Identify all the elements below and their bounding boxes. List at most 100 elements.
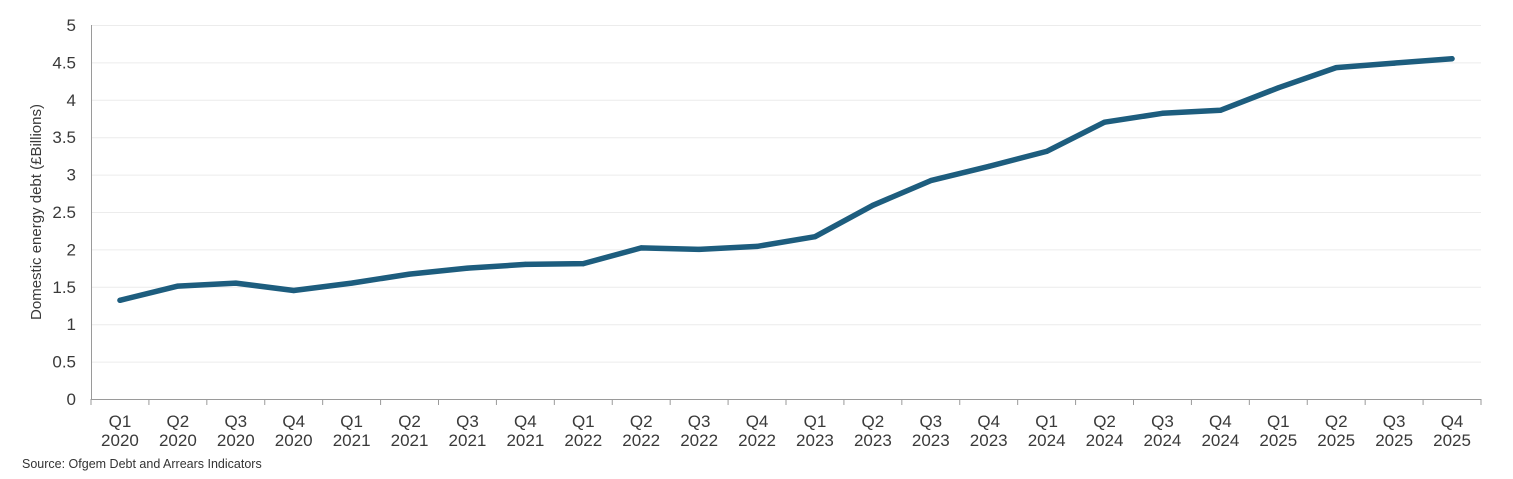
x-tick-quarter: Q3 [1383,412,1406,431]
y-tick-label: 2.5 [52,203,76,222]
x-tick-label: Q4 2024 [1201,412,1239,450]
data-point [175,283,181,289]
x-tick-label: Q3 2021 [449,412,487,450]
x-tick-quarter: Q1 [1035,412,1058,431]
x-tick-quarter: Q4 [282,412,305,431]
x-tick-year: 2023 [970,431,1008,450]
x-tick-label: Q3 2023 [912,412,950,450]
x-tick-year: 2024 [1144,431,1182,450]
x-tick-year: 2020 [217,431,255,450]
x-tick-quarter: Q3 [224,412,247,431]
x-tick-label: Q2 2023 [854,412,892,450]
source-note: Source: Ofgem Debt and Arrears Indicator… [22,457,262,471]
x-tick-quarter: Q2 [630,412,653,431]
x-tick-label: Q1 2021 [333,412,371,450]
data-point [1391,60,1397,66]
x-tick-year: 2021 [449,431,487,450]
y-tick-label: 5 [67,16,76,35]
x-tick-label: Q4 2020 [275,412,313,450]
x-tick-year: 2021 [506,431,544,450]
x-tick-label: Q3 2024 [1144,412,1182,450]
data-point [1333,65,1339,71]
x-tick-year: 2024 [1201,431,1239,450]
x-tick-year: 2022 [680,431,718,450]
x-tick-label: Q4 2022 [738,412,776,450]
x-tick-label: Q1 2025 [1259,412,1297,450]
x-tick-quarter: Q4 [746,412,769,431]
x-tick-label: Q4 2025 [1433,412,1471,450]
data-point [754,243,760,250]
data-point [638,245,644,251]
x-tick-label: Q1 2024 [1028,412,1066,450]
data-point [1449,56,1455,62]
data-point [233,280,239,286]
x-tick-quarter: Q3 [456,412,479,431]
series-layer [117,55,1455,304]
x-tick-year: 2023 [912,431,950,450]
data-point [406,271,413,277]
x-tick-quarter: Q1 [109,412,132,431]
y-tick-label: 1 [67,315,76,334]
x-tick-year: 2025 [1259,431,1297,450]
x-tick-quarter: Q2 [862,412,885,431]
data-point [986,163,992,169]
data-point [117,297,123,303]
y-tick-label: 3 [67,166,76,185]
y-tick-label: 3.5 [52,128,76,147]
data-point [1217,107,1223,113]
y-axis-title: Domestic energy debt (£Billions) [28,104,45,320]
x-tick-label: Q2 2022 [622,412,660,450]
y-tick-labels: 0 0.5 1 1.5 2 2.5 3 3.5 4 4.5 5 [52,16,76,409]
x-tick-year: 2023 [796,431,834,450]
data-point [580,261,586,267]
data-point [696,246,702,252]
data-point [812,234,818,240]
x-tick-quarter: Q1 [340,412,363,431]
x-tick-year: 2025 [1433,431,1471,450]
y-tick-label: 4 [67,91,76,110]
data-point [870,202,876,208]
x-tick-quarter: Q2 [1325,412,1348,431]
y-tick-label: 0.5 [52,353,76,372]
x-tick-label: Q1 2022 [564,412,602,450]
x-tick-quarter: Q3 [1151,412,1174,431]
x-tick-label: Q4 2023 [970,412,1008,450]
x-tick-quarter: Q4 [1209,412,1232,431]
x-tick-year: 2021 [391,431,429,450]
x-tick-quarter: Q3 [919,412,942,431]
x-tick-label: Q3 2020 [217,412,255,450]
x-tick-label: Q2 2024 [1086,412,1124,450]
y-tick-label: 4.5 [52,53,76,72]
x-tick-quarter: Q2 [398,412,421,431]
x-tick-year: 2025 [1317,431,1355,450]
data-point [928,177,934,184]
data-point [1044,148,1050,155]
x-tick-quarter: Q3 [688,412,711,431]
data-point [522,261,528,267]
y-tick-label: 1.5 [52,278,76,297]
x-tick-quarter: Q4 [1441,412,1464,431]
x-tick-year: 2024 [1028,431,1066,450]
x-tick-year: 2024 [1086,431,1124,450]
gridlines [91,25,1481,363]
x-tick-label: Q3 2025 [1375,412,1413,450]
x-tick-quarter: Q1 [1267,412,1290,431]
x-tick-label: Q2 2025 [1317,412,1355,450]
x-tick-quarter: Q4 [977,412,1000,431]
x-tick-quarter: Q1 [804,412,827,431]
x-tick-label: Q1 2023 [796,412,834,450]
x-tick-label: Q1 2020 [101,412,139,450]
x-tick-label: Q2 2020 [159,412,197,450]
data-point [1101,119,1108,125]
x-tick-year: 2020 [159,431,197,450]
x-tick-quarter: Q4 [514,412,537,431]
y-tick-label: 2 [67,240,76,259]
x-tick-label: Q2 2021 [391,412,429,450]
axes [90,25,1482,405]
x-tick-year: 2025 [1375,431,1413,450]
y-tick-label: 0 [67,390,76,409]
x-tick-quarter: Q2 [1093,412,1116,431]
data-point [464,265,471,271]
